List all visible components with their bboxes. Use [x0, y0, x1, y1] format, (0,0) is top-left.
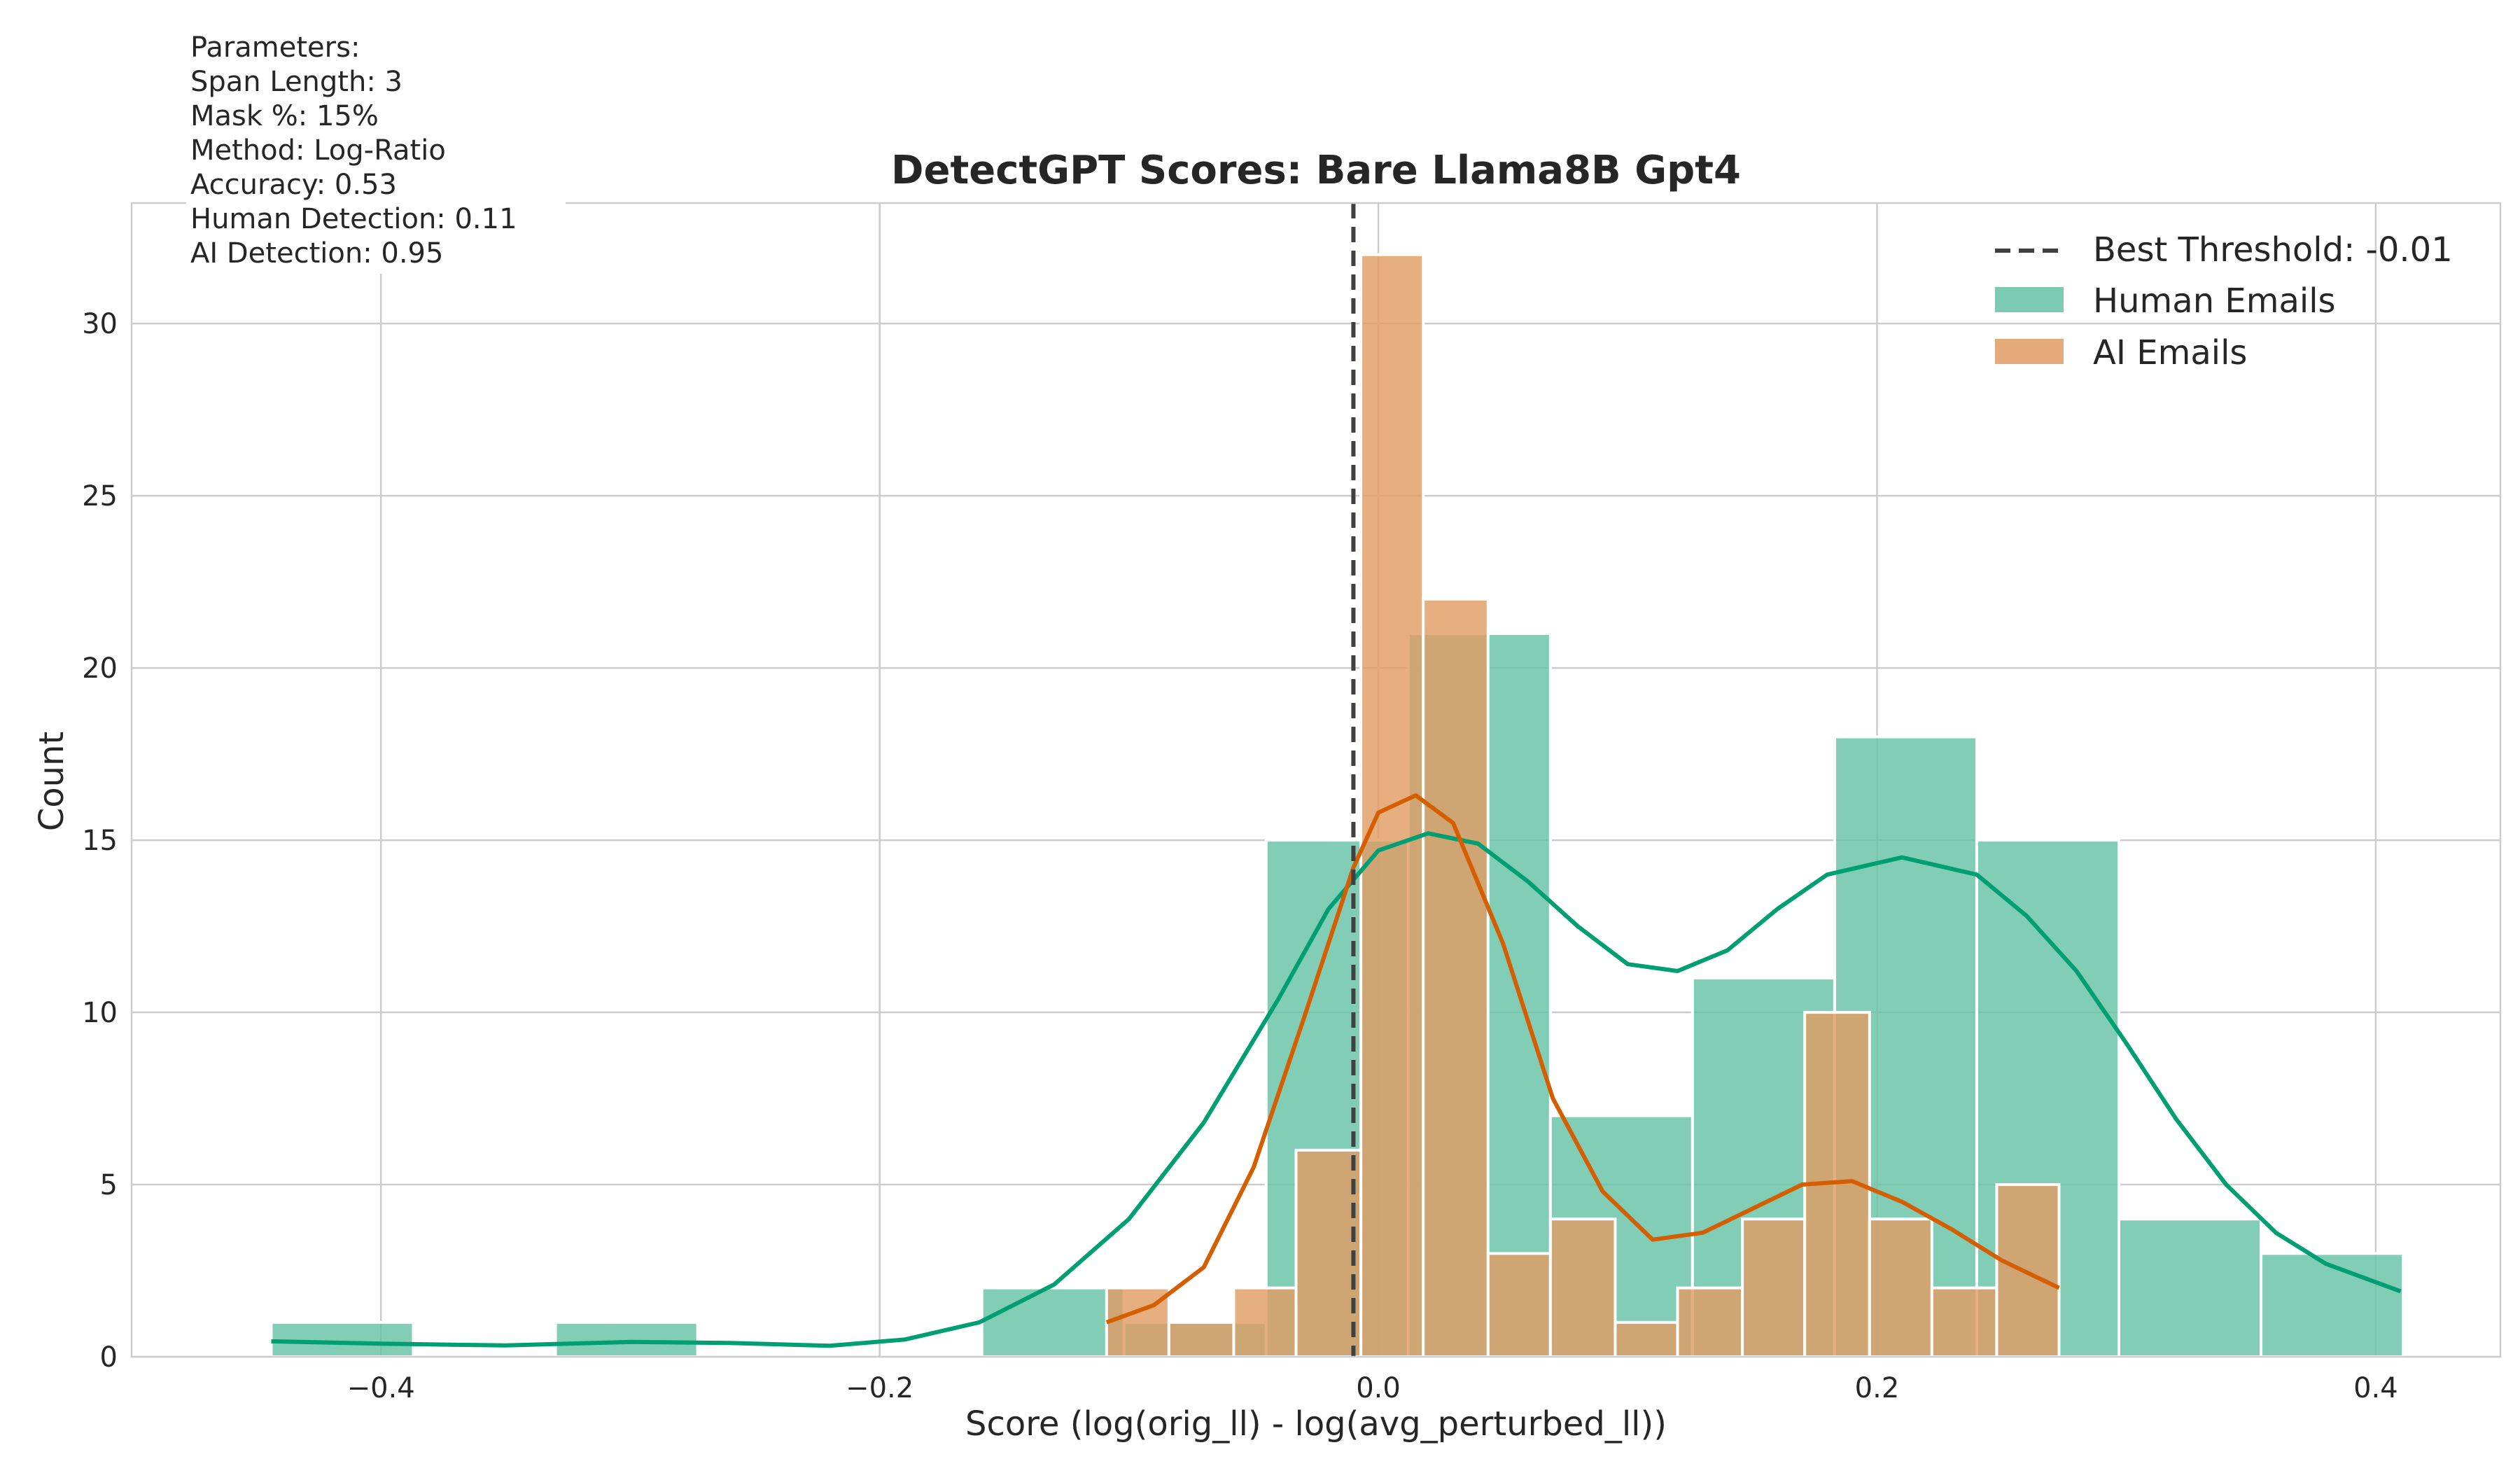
ai-bar: [1167, 1320, 1236, 1359]
y-tick-label: 25: [82, 480, 118, 512]
ai-bar: [1548, 1217, 1617, 1358]
x-tick-label: −0.2: [846, 1372, 913, 1404]
ai-bar: [1422, 597, 1490, 1358]
ai-bar: [1741, 1217, 1807, 1358]
x-tick-label: −0.4: [347, 1372, 415, 1404]
ai-kde-line: [1105, 793, 2060, 1325]
param-line: Accuracy: 0.53: [190, 169, 397, 201]
ai-bar: [1930, 1286, 1998, 1358]
legend-ai-label: AI Emails: [2093, 333, 2247, 372]
y-tick-label: 30: [82, 308, 118, 340]
chart-title: DetectGPT Scores: Bare Llama8B Gpt4: [891, 148, 1741, 193]
y-tick-label: 5: [100, 1169, 118, 1201]
legend-ai-swatch: [1995, 339, 2064, 364]
kde-curves: [271, 793, 2402, 1348]
legend-threshold-label: Best Threshold: -0.01: [2093, 230, 2453, 270]
parameters-annotation: Parameters: Span Length: 3 Mask %: 15% M…: [186, 28, 566, 274]
ai-bar: [1232, 1286, 1298, 1358]
ai-bar: [1105, 1286, 1170, 1358]
param-line: Method: Log-Ratio: [190, 134, 446, 167]
param-line: Parameters:: [190, 32, 360, 64]
x-axis-label: Score (log(orig_ll) - log(avg_perturbed_…: [965, 1404, 1667, 1444]
human-bar: [554, 1320, 699, 1359]
legend-human-label: Human Emails: [2093, 281, 2336, 321]
param-line: Mask %: 15%: [190, 100, 379, 132]
tick-labels: −0.4 −0.2 0.0 0.2 0.4 0 5 10 15 20 25 30: [82, 308, 2398, 1404]
plot-frame: [130, 202, 2502, 1358]
legend-human-swatch: [1995, 287, 2064, 312]
x-tick-label: 0.0: [1356, 1372, 1401, 1404]
human-bar: [980, 1286, 1126, 1358]
ai-bar: [1614, 1320, 1679, 1359]
ai-bar: [1294, 1148, 1363, 1358]
x-tick-label: 0.2: [1855, 1372, 1900, 1404]
ai-bar: [1486, 1252, 1552, 1359]
human-kde-line: [271, 831, 2402, 1348]
y-tick-label: 15: [82, 825, 118, 857]
y-tick-label: 0: [100, 1341, 118, 1374]
param-line: Human Detection: 0.11: [190, 203, 517, 235]
param-line: Span Length: 3: [190, 66, 402, 98]
human-bar: [2117, 1217, 2263, 1358]
param-line: AI Detection: 0.95: [190, 237, 444, 270]
legend: Best Threshold: -0.01 Human Emails AI Em…: [1995, 230, 2453, 372]
x-tick-label: 0.4: [2353, 1372, 2398, 1404]
human-bar: [270, 1320, 415, 1359]
human-bar: [2260, 1252, 2405, 1359]
y-tick-label: 20: [82, 652, 118, 685]
ai-bar: [1868, 1217, 1933, 1358]
ai-bar: [1676, 1286, 1744, 1358]
y-axis-label: Count: [32, 732, 71, 832]
y-tick-label: 10: [82, 997, 118, 1029]
